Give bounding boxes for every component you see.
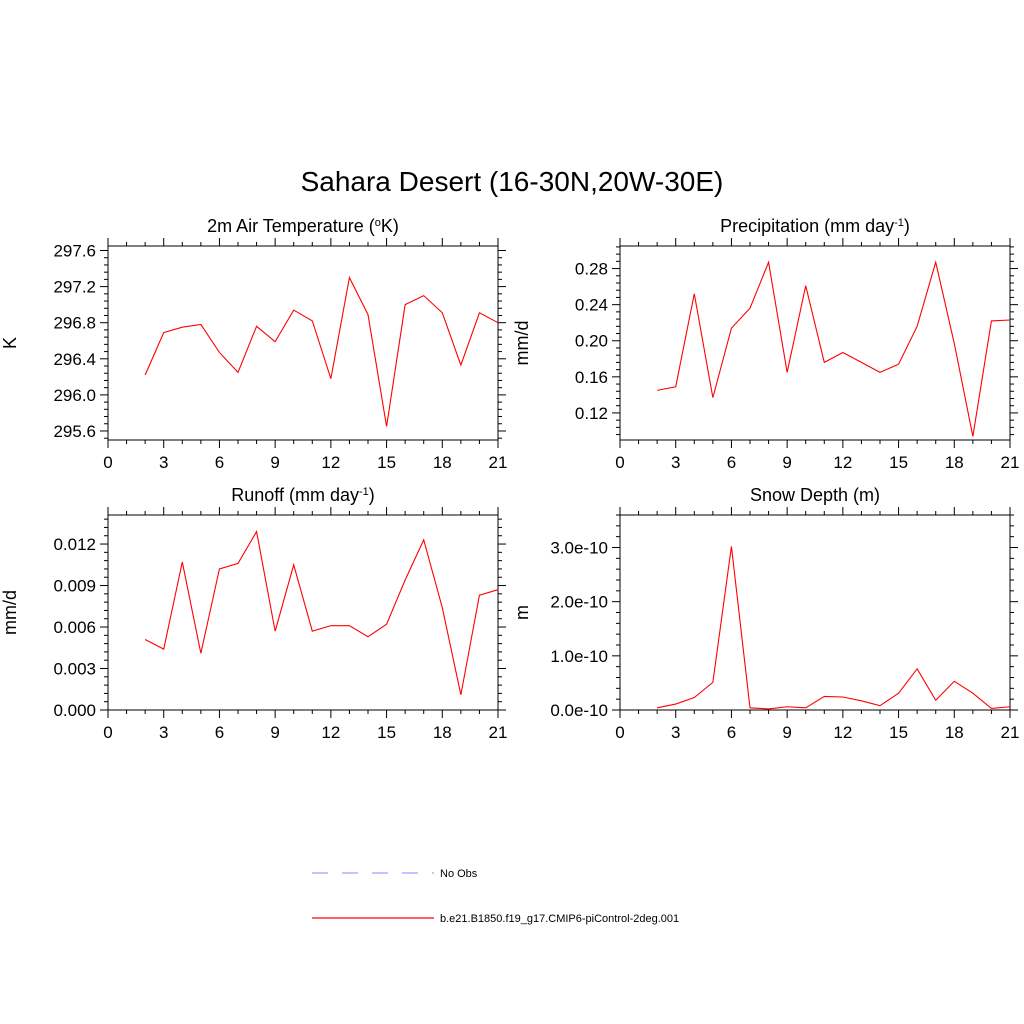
- precipitation-series-line: [657, 260, 1011, 437]
- snow-depth-xtick-label: 21: [1001, 723, 1020, 742]
- precipitation-title: Precipitation (mm day-1): [720, 216, 910, 236]
- air-temperature-ytick-label: 295.6: [53, 422, 96, 441]
- runoff-series-line: [144, 530, 499, 695]
- snow-depth-xtick-label: 15: [889, 723, 908, 742]
- snow-depth-xtick-label: 3: [671, 723, 680, 742]
- precipitation-frame: [619, 245, 1011, 441]
- runoff-ylabel: mm/d: [0, 590, 20, 635]
- air-temperature-ytick-label: 297.6: [53, 242, 96, 261]
- snow-depth-title: Snow Depth (m): [750, 485, 880, 505]
- air-temperature-xtick-label: 12: [321, 453, 340, 472]
- air-temperature-ytick-label: 296.4: [53, 350, 96, 369]
- precipitation-xtick-label: 6: [727, 453, 736, 472]
- snow-depth-ytick-label: 0.0e-10: [550, 701, 608, 720]
- air-temperature-title: 2m Air Temperature (oK): [207, 216, 399, 236]
- snow-depth-xtick-label: 0: [615, 723, 624, 742]
- precipitation-xtick-label: 21: [1001, 453, 1020, 472]
- precipitation-ytick-label: 0.16: [575, 368, 608, 387]
- panel-air-temperature: 0 3 6 9 12 15 18 21 295.6 296.0 296.4 296.8 297.2 297…: [0, 216, 507, 472]
- precipitation-ylabel: mm/d: [512, 321, 532, 366]
- snow-depth-xtick-label: 12: [833, 723, 852, 742]
- air-temperature-xtick-label: 9: [270, 453, 279, 472]
- precipitation-ytick-label: 0.28: [575, 260, 608, 279]
- runoff-xtick-label: 0: [103, 723, 112, 742]
- runoff-xtick-label: 21: [489, 723, 508, 742]
- precipitation-xtick-label: 15: [889, 453, 908, 472]
- runoff-ytick-label: 0.009: [53, 577, 96, 596]
- snow-depth-frame: [619, 514, 1011, 711]
- legend-label-model: b.e21.B1850.f19_g17.CMIP6-piControl-2deg…: [440, 913, 679, 925]
- precipitation-xtick-label: 3: [671, 453, 680, 472]
- air-temperature-xtick-label: 15: [377, 453, 396, 472]
- air-temperature-ylabel: K: [0, 337, 20, 349]
- runoff-ytick-label: 0.000: [53, 701, 96, 720]
- precipitation-ytick-label: 0.24: [575, 296, 608, 315]
- air-temperature-ytick-label: 296.8: [53, 314, 96, 333]
- panel-snow-depth: 0 3 6 9 12 15 18 21 0.0e-10 1.0e-10 2.0e-10 3.0e-10…: [512, 485, 1019, 742]
- runoff-xtick-label: 15: [377, 723, 396, 742]
- runoff-xtick-label: 12: [321, 723, 340, 742]
- runoff-ytick-label: 0.003: [53, 660, 96, 679]
- precipitation-xtick-label: 12: [833, 453, 852, 472]
- air-temperature-xtick-label: 21: [489, 453, 508, 472]
- precipitation-ytick-label: 0.20: [575, 332, 608, 351]
- legend: No Obs b.e21.B1850.f19_g17.CMIP6-piContr…: [312, 868, 679, 925]
- runoff-xtick-label: 18: [433, 723, 452, 742]
- snow-depth-xtick-label: 9: [782, 723, 791, 742]
- legend-label-no-obs: No Obs: [440, 868, 478, 880]
- snow-depth-ytick-label: 3.0e-10: [550, 539, 608, 558]
- snow-depth-ylabel: m: [512, 605, 532, 620]
- figure-title: Sahara Desert (16-30N,20W-30E): [301, 166, 724, 197]
- runoff-ytick-label: 0.006: [53, 618, 96, 637]
- runoff-frame: [107, 514, 499, 711]
- snow-depth-xtick-label: 6: [727, 723, 736, 742]
- snow-depth-xtick-label: 18: [945, 723, 964, 742]
- snow-depth-ytick-label: 2.0e-10: [550, 593, 608, 612]
- air-temperature-ytick-label: 296.0: [53, 386, 96, 405]
- precipitation-xtick-label: 0: [615, 453, 624, 472]
- snow-depth-ytick-label: 1.0e-10: [550, 647, 608, 666]
- panel-precipitation: 0 3 6 9 12 15 18 21 0.12 0.16 0.20 0.24 0.28 mm/d Prec…: [512, 216, 1019, 472]
- runoff-xtick-label: 3: [159, 723, 168, 742]
- precipitation-xtick-label: 18: [945, 453, 964, 472]
- snow-depth-series-line: [657, 546, 1011, 710]
- air-temperature-xtick-label: 3: [159, 453, 168, 472]
- air-temperature-frame: [107, 245, 499, 441]
- air-temperature-ytick-label: 297.2: [53, 278, 96, 297]
- air-temperature-xtick-label: 0: [103, 453, 112, 472]
- air-temperature-xtick-label: 6: [215, 453, 224, 472]
- precipitation-ytick-label: 0.12: [575, 404, 608, 423]
- precipitation-xtick-label: 9: [782, 453, 791, 472]
- air-temperature-xtick-label: 18: [433, 453, 452, 472]
- air-temperature-series-line: [144, 275, 499, 427]
- runoff-title: Runoff (mm day-1): [231, 485, 375, 505]
- runoff-xtick-label: 6: [215, 723, 224, 742]
- panel-runoff: 0 3 6 9 12 15 18 21 0.000 0.003 0.006 0.009 0.012 mm/…: [0, 485, 507, 742]
- runoff-ytick-label: 0.012: [53, 535, 96, 554]
- runoff-xtick-label: 9: [270, 723, 279, 742]
